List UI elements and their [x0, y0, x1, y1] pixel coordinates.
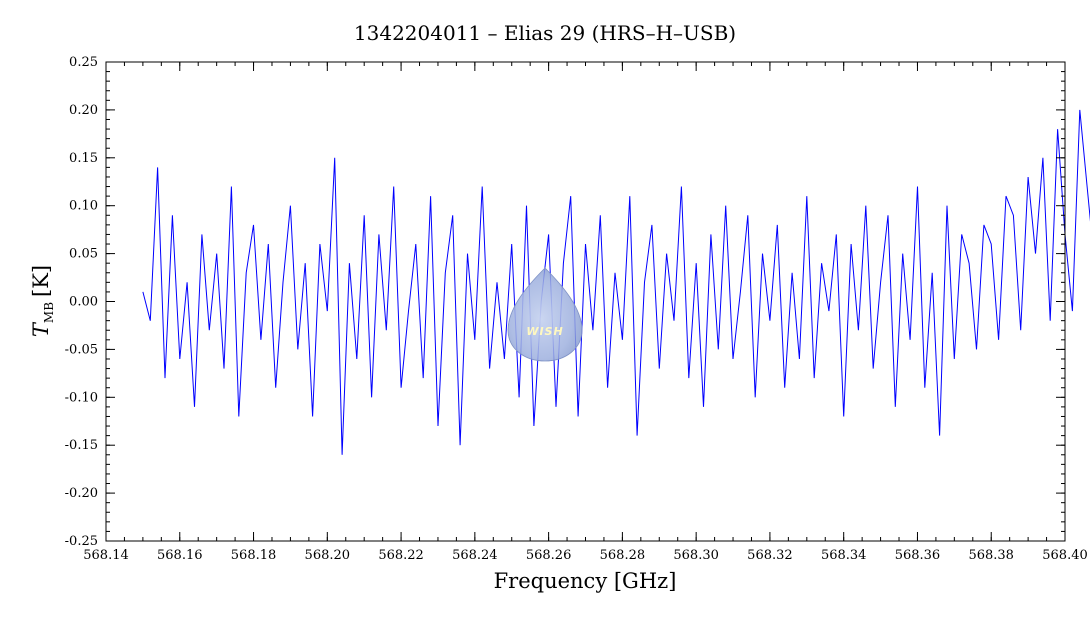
y-axis-symbol: T [29, 321, 53, 337]
series-line-0 [142, 109, 1090, 455]
y-tick-label: -0.05 [65, 342, 98, 357]
x-tick-label: 568.24 [452, 548, 498, 563]
x-tick-label: 568.32 [747, 548, 793, 563]
x-tick-label: 568.30 [673, 548, 719, 563]
chart-title: 1342204011 – Elias 29 (HRS–H–USB) [354, 21, 736, 45]
y-axis-subscript: MB [42, 302, 56, 323]
x-tick-label: 568.16 [157, 548, 203, 563]
y-tick-label: 0.05 [69, 247, 98, 262]
x-tick-label: 568.36 [895, 548, 941, 563]
y-tick-label: 0.00 [69, 295, 98, 310]
y-tick-label: -0.25 [65, 534, 98, 549]
x-axis-title: Frequency [GHz] [494, 569, 677, 593]
y-tick-label: -0.15 [65, 438, 98, 453]
x-tick-label: 568.20 [305, 548, 351, 563]
wish-logo-drop [507, 267, 583, 362]
wish-logo-text: WISH [526, 325, 563, 338]
x-tick-label: 568.22 [378, 548, 424, 563]
x-tick-label: 568.14 [83, 548, 129, 563]
plot-area [142, 109, 1090, 455]
y-tick-label: 0.15 [69, 151, 98, 166]
y-tick-label: 0.25 [69, 55, 98, 70]
y-axis-unit: [K] [29, 265, 53, 297]
axes: 568.14 568.16 568.18 568.20 568.22 568.24 568.… [65, 55, 1088, 563]
y-tick-label: -0.10 [65, 390, 98, 405]
wish-logo: WISH [507, 267, 583, 362]
x-tick-label: 568.18 [231, 548, 277, 563]
svg-text:TMB[K]: TMB [K] [29, 265, 56, 337]
x-tick-label: 568.40 [1042, 548, 1088, 563]
y-tick-label: 0.10 [69, 199, 98, 214]
x-tick-label: 568.34 [821, 548, 867, 563]
plot-frame [105, 61, 1066, 542]
x-tick-label: 568.26 [526, 548, 572, 563]
x-tick-label: 568.38 [968, 548, 1014, 563]
y-axis-title: TMB [K] [29, 265, 56, 337]
y-tick-label: -0.20 [65, 486, 98, 501]
x-tick-label: 568.28 [600, 548, 646, 563]
y-tick-label: 0.20 [69, 103, 98, 118]
